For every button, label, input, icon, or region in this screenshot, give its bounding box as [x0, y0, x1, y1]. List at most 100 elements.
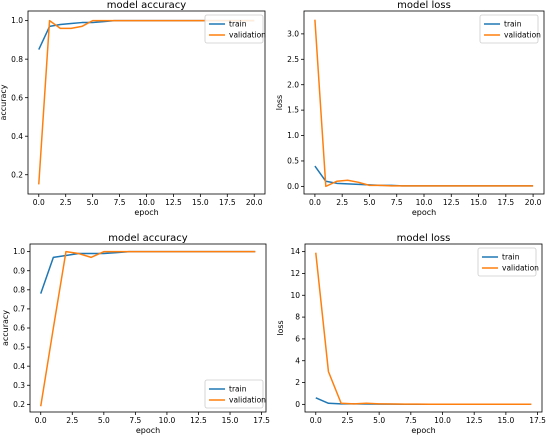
- y-axis-label: loss: [275, 95, 284, 110]
- y-tick-label: 0.7: [13, 305, 25, 314]
- x-tick-label: 12.5: [466, 416, 483, 425]
- x-tick-label: 7.5: [391, 198, 403, 207]
- y-tick-label: 0.2: [11, 170, 23, 179]
- x-tick-label: 0.0: [310, 416, 322, 425]
- y-tick-label: 0.5: [13, 343, 25, 352]
- legend-box: [477, 247, 537, 277]
- y-tick-label: 0.6: [11, 93, 23, 102]
- y-tick-label: 1.0: [11, 16, 23, 25]
- y-axis-label: loss: [276, 320, 285, 335]
- x-tick-label: 15.0: [498, 416, 515, 425]
- chart-panel-4: model loss 0.0 2.5 5.0 7.5 10.0 12.5 15.0 17.5 0 2…: [276, 233, 546, 435]
- legend-box: [204, 14, 264, 44]
- y-tick-label: 0.6: [13, 324, 25, 333]
- y-tick-label: 4: [295, 356, 300, 365]
- legend-label-train: train: [229, 20, 247, 29]
- y-axis-label: accuracy: [1, 310, 10, 346]
- x-tick-label: 2.5: [341, 416, 353, 425]
- x-tick-label: 0.0: [35, 416, 47, 425]
- y-tick-label: 1.0: [13, 247, 25, 256]
- chart-panel-1: model accuracy 0.0 2.5 5.0 7.5 10.0 12.5 15.0 17…: [0, 0, 266, 217]
- legend: train validation: [204, 14, 266, 44]
- y-tick-label: 0.8: [11, 55, 23, 64]
- series-line-train: [40, 250, 256, 294]
- y-tick-label: 2.0: [287, 80, 299, 89]
- x-tick-label: 10.0: [159, 416, 176, 425]
- y-tick-label: 2.5: [287, 55, 299, 64]
- x-tick-label: 0.0: [33, 198, 45, 207]
- y-tick-label: 0.9: [13, 266, 25, 275]
- x-tick-label: 7.5: [405, 416, 417, 425]
- x-tick-label: 12.5: [443, 198, 460, 207]
- y-tick-label: 3.0: [287, 29, 299, 38]
- x-tick-label: 2.5: [60, 198, 72, 207]
- legend: train validation: [204, 379, 266, 409]
- x-axis-label: epoch: [136, 426, 160, 435]
- y-tick-label: 8: [295, 313, 300, 322]
- plot-frame: [304, 243, 543, 413]
- series-line-validation: [39, 250, 256, 407]
- legend-label-train: train: [504, 20, 522, 29]
- y-tick-label: 6: [295, 335, 300, 344]
- x-axis-label: epoch: [134, 208, 158, 217]
- y-tick-label: 2: [295, 378, 300, 387]
- y-tick-label: 1.0: [287, 131, 299, 140]
- x-tick-label: 17.5: [253, 416, 270, 425]
- x-tick-label: 15.0: [222, 416, 239, 425]
- plot-frame: [29, 243, 267, 413]
- x-tick-label: 7.5: [129, 416, 141, 425]
- legend: train validation: [479, 14, 541, 44]
- y-tick-label: 0.4: [13, 362, 25, 371]
- x-axis-label: epoch: [412, 208, 436, 217]
- x-tick-label: 12.5: [190, 416, 207, 425]
- x-tick-label: 20.0: [525, 198, 542, 207]
- x-tick-label: 7.5: [114, 198, 126, 207]
- x-tick-label: 0.0: [309, 198, 321, 207]
- legend-label-validation: validation: [229, 31, 266, 40]
- chart-title: model loss: [397, 233, 451, 244]
- x-tick-label: 17.5: [219, 198, 236, 207]
- chart-title: model accuracy: [108, 233, 188, 244]
- series-line-validation: [315, 252, 532, 405]
- legend-label-validation: validation: [502, 264, 539, 273]
- series-line-validation: [38, 19, 255, 185]
- x-tick-label: 10.0: [434, 416, 451, 425]
- chart-panel-2: model loss 0.0 2.5 5.0 7.5 10.0 12.5 15.0 17.5 20…: [275, 0, 545, 217]
- chart-panel-3: model accuracy 0.0 2.5 5.0 7.5 10.0 12.5 15.0 17…: [1, 233, 270, 435]
- legend-box: [204, 379, 264, 409]
- y-axis-label: accuracy: [0, 84, 8, 120]
- plot-frame: [303, 10, 545, 195]
- chart-title: model accuracy: [107, 0, 187, 11]
- x-tick-label: 5.0: [98, 416, 110, 425]
- x-tick-label: 15.0: [470, 198, 487, 207]
- y-tick-label: 0.3: [13, 381, 25, 390]
- x-tick-label: 5.0: [87, 198, 99, 207]
- y-tick-label: 0.2: [13, 400, 25, 409]
- series-line-validation: [314, 19, 534, 188]
- legend: train validation: [477, 247, 539, 277]
- x-tick-label: 10.0: [138, 198, 155, 207]
- x-tick-label: 2.5: [66, 416, 78, 425]
- y-tick-label: 1.5: [287, 106, 299, 115]
- x-tick-label: 2.5: [336, 198, 348, 207]
- x-tick-label: 15.0: [192, 198, 209, 207]
- x-tick-label: 17.5: [529, 416, 546, 425]
- x-axis-label: epoch: [411, 426, 435, 435]
- legend-label-train: train: [502, 253, 520, 262]
- y-tick-label: 0.0: [287, 182, 299, 191]
- x-tick-label: 5.0: [373, 416, 385, 425]
- y-tick-label: 0.5: [287, 157, 299, 166]
- y-tick-label: 12: [290, 269, 300, 278]
- x-tick-label: 10.0: [416, 198, 433, 207]
- series-line-train: [314, 165, 534, 187]
- y-tick-label: 0: [295, 400, 300, 409]
- plot-frame: [27, 10, 266, 195]
- chart-title: model loss: [397, 0, 451, 11]
- y-tick-label: 0.8: [13, 285, 25, 294]
- y-tick-label: 0.4: [11, 132, 23, 141]
- legend-label-train: train: [229, 385, 247, 394]
- x-tick-label: 12.5: [165, 198, 182, 207]
- y-tick-label: 10: [290, 291, 300, 300]
